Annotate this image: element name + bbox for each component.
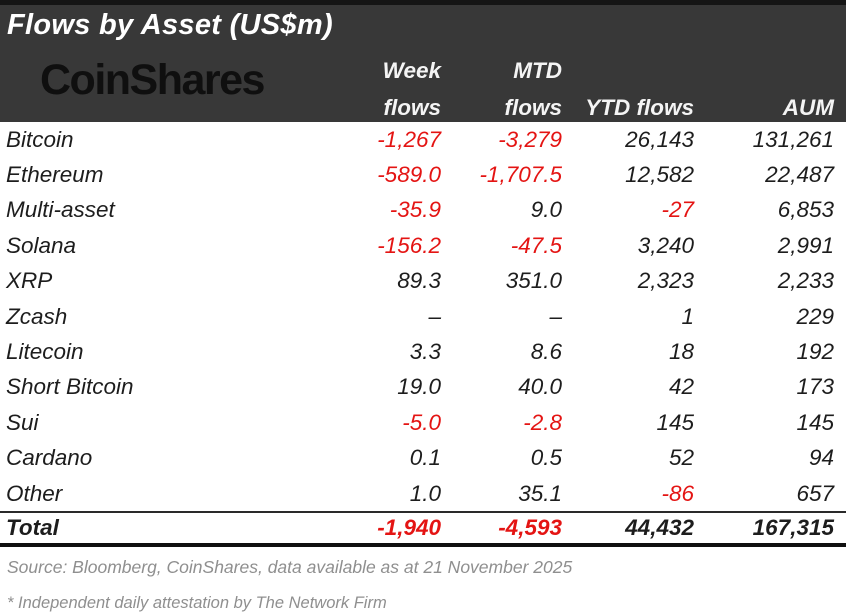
week-flows-value: -1,267 (377, 126, 441, 152)
aum-value: 2,991 (777, 232, 834, 258)
ytd-flows-value: 52 (668, 445, 694, 471)
table-row: Short Bitcoin 19.0 40.0 42 173 (0, 370, 846, 405)
col-week-line2: flows (383, 95, 441, 120)
ytd-flows-value: -86 (661, 480, 694, 506)
mtd-flows-value: – (549, 303, 562, 329)
ytd-flows-value: 2,323 (637, 268, 694, 294)
mtd-flows-value: 35.1 (518, 480, 562, 506)
column-header-line1: Week MTD (0, 52, 846, 89)
table-row: Sui -5.0 -2.8 145 145 (0, 405, 846, 440)
asset-name: Other (6, 480, 63, 506)
aum-value: 145 (796, 409, 834, 435)
spacer (0, 52, 316, 89)
total-week-flows: -1,940 (377, 515, 441, 541)
aum-value: 94 (808, 445, 834, 471)
week-flows-value: -5.0 (402, 409, 441, 435)
asset-name: Bitcoin (6, 126, 74, 152)
mtd-flows-value: 8.6 (530, 339, 562, 365)
week-flows-value: 1.0 (409, 480, 441, 506)
ytd-flows-value: 18 (668, 339, 694, 365)
source-note: Source: Bloomberg, CoinShares, data avai… (7, 557, 573, 578)
table-row: XRP 89.3 351.0 2,323 2,233 (0, 264, 846, 299)
week-flows-value: 89.3 (397, 268, 441, 294)
table-header: Flows by Asset (US$m) CoinShares Week MT… (0, 0, 846, 122)
coinshares-logo: CoinShares (40, 56, 265, 104)
table-row: Other 1.0 35.1 -86 657 (0, 476, 846, 511)
col-mtd-line2: flows (504, 95, 562, 120)
total-ytd-flows: 44,432 (625, 515, 694, 541)
page-title: Flows by Asset (US$m) (7, 9, 333, 41)
mtd-flows-value: 351.0 (505, 268, 562, 294)
column-header-line2: flows flows YTD flows AUM (0, 89, 846, 126)
total-mtd-flows: -4,593 (498, 515, 562, 541)
mtd-flows-value: -47.5 (510, 232, 562, 258)
table-row: Litecoin 3.3 8.6 18 192 (0, 334, 846, 369)
ytd-flows-value: 145 (656, 409, 694, 435)
ytd-flows-value: 12,582 (625, 162, 694, 188)
asset-name: Litecoin (6, 339, 84, 365)
col-mtd-line1: MTD (513, 58, 562, 83)
ytd-flows-value: 3,240 (637, 232, 694, 258)
table-row: Solana -156.2 -47.5 3,240 2,991 (0, 228, 846, 263)
flows-table: Bitcoin -1,267 -3,279 26,143 131,261 Eth… (0, 122, 846, 548)
table-footer: Source: Bloomberg, CoinShares, data avai… (0, 557, 846, 613)
week-flows-value: -156.2 (377, 232, 441, 258)
week-flows-value: 19.0 (397, 374, 441, 400)
table-row: Zcash – – 1 229 (0, 299, 846, 334)
spacer (694, 52, 846, 89)
aum-value: 2,233 (777, 268, 834, 294)
total-label: Total (6, 515, 59, 541)
table-row: Cardano 0.1 0.5 52 94 (0, 441, 846, 476)
asset-name: Cardano (6, 445, 93, 471)
col-week-line1: Week (382, 58, 441, 83)
mtd-flows-value: 9.0 (530, 197, 562, 223)
table-row: Bitcoin -1,267 -3,279 26,143 131,261 (0, 122, 846, 157)
aum-value: 229 (796, 303, 834, 329)
aum-value: 131,261 (752, 126, 834, 152)
table-row: Ethereum -589.0 -1,707.5 12,582 22,487 (0, 157, 846, 192)
week-flows-value: 0.1 (409, 445, 441, 471)
total-row: Total -1,940 -4,593 44,432 167,315 (0, 511, 846, 548)
col-aum: AUM (782, 95, 834, 120)
week-flows-value: -589.0 (377, 162, 441, 188)
col-ytd-flows: YTD flows (585, 95, 694, 120)
asset-name: XRP (6, 268, 53, 294)
mtd-flows-value: -1,707.5 (479, 162, 562, 188)
spacer (562, 52, 694, 89)
asset-name: Zcash (6, 303, 68, 329)
aum-value: 22,487 (765, 162, 834, 188)
column-headers: Week MTD flows flows YTD flows AUM (0, 52, 846, 126)
asset-name: Solana (6, 232, 77, 258)
aum-value: 173 (796, 374, 834, 400)
aum-value: 192 (796, 339, 834, 365)
ytd-flows-value: 42 (668, 374, 694, 400)
ytd-flows-value: -27 (661, 197, 694, 223)
table-row: Multi-asset -35.9 9.0 -27 6,853 (0, 193, 846, 228)
aum-value: 6,853 (777, 197, 834, 223)
ytd-flows-value: 1 (681, 303, 694, 329)
asset-name: Short Bitcoin (6, 374, 134, 400)
attestation-note: * Independent daily attestation by The N… (7, 594, 387, 613)
week-flows-value: 3.3 (409, 339, 441, 365)
aum-value: 657 (796, 480, 834, 506)
ytd-flows-value: 26,143 (625, 126, 694, 152)
mtd-flows-value: -2.8 (523, 409, 562, 435)
week-flows-value: -35.9 (389, 197, 441, 223)
mtd-flows-value: 0.5 (530, 445, 562, 471)
total-aum: 167,315 (752, 515, 834, 541)
asset-name: Ethereum (6, 162, 104, 188)
asset-name: Multi-asset (6, 197, 115, 223)
mtd-flows-value: 40.0 (518, 374, 562, 400)
spacer (0, 89, 316, 126)
week-flows-value: – (428, 303, 441, 329)
mtd-flows-value: -3,279 (498, 126, 562, 152)
asset-name: Sui (6, 409, 39, 435)
